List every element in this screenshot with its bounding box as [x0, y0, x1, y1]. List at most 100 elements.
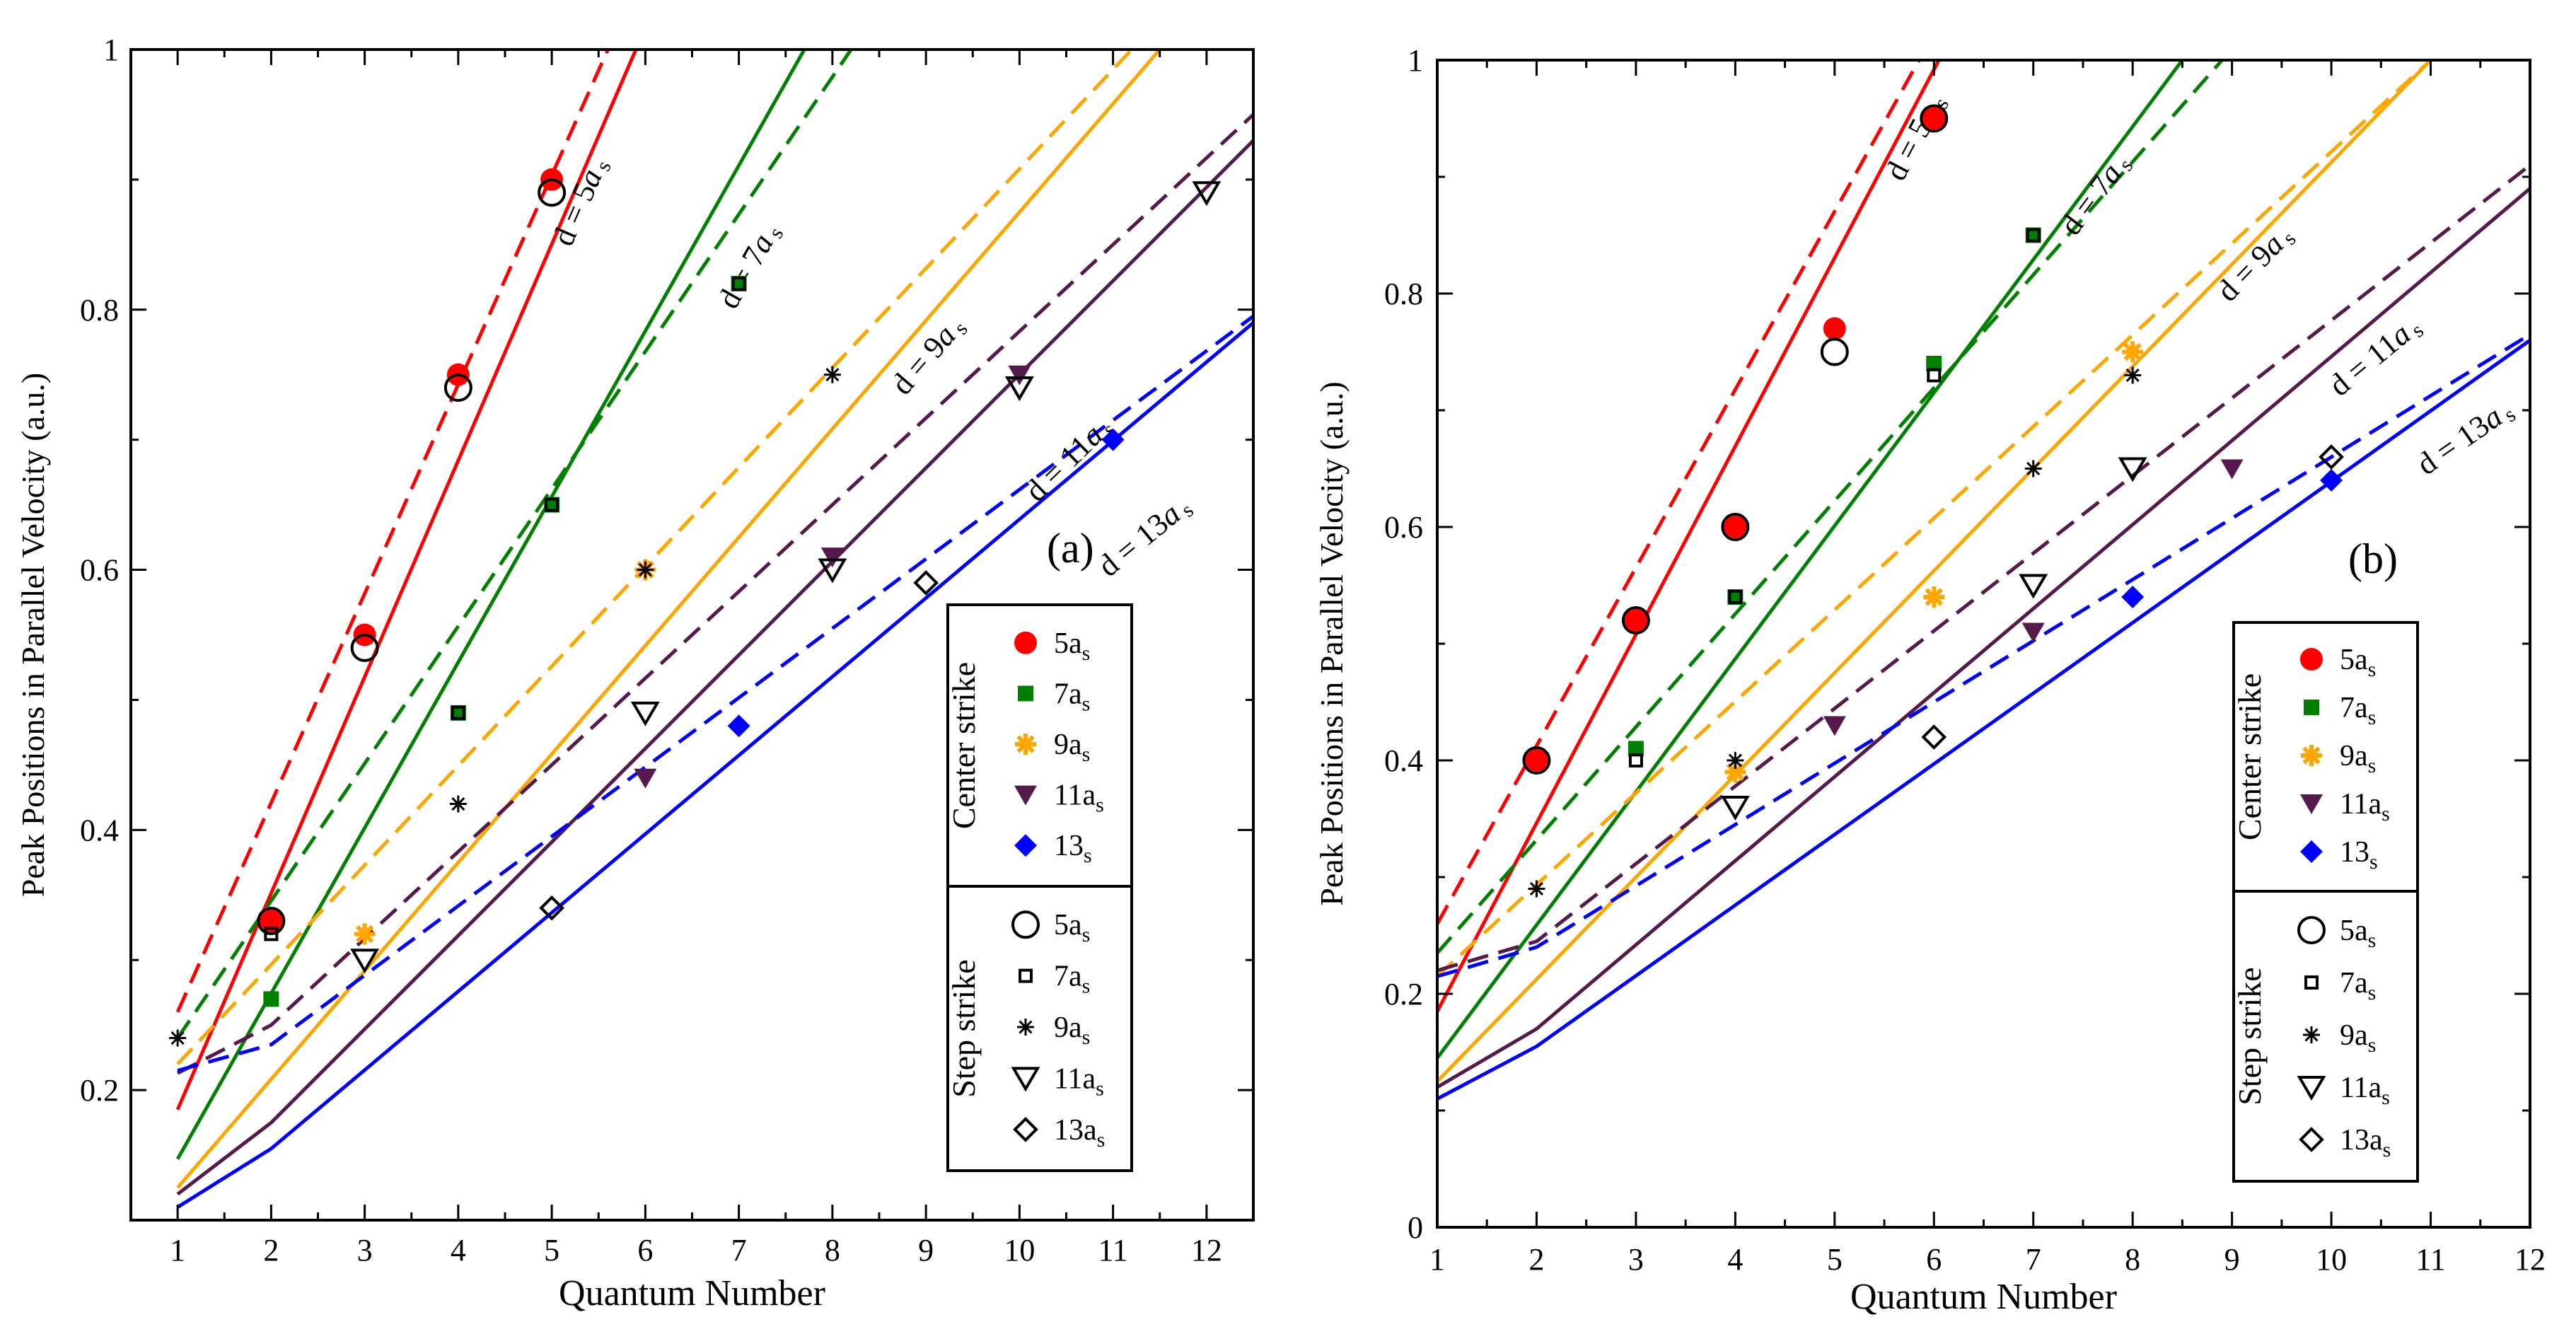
step-strike-markers — [169, 178, 1222, 1047]
center-marker-11a_s-0 — [1823, 716, 1846, 736]
dashed-line-2 — [176, 50, 1133, 1066]
legend-label-base: 9a — [1054, 1012, 1082, 1044]
x-tick-label-10: 10 — [2316, 1242, 2347, 1277]
dashed-line-4 — [177, 314, 1253, 1072]
legend-step-label-2: 9as — [2340, 1019, 2376, 1057]
legend-label-sub: s — [2368, 981, 2377, 1004]
x-tick-label-1: 1 — [170, 1233, 185, 1268]
center-strike-markers — [260, 168, 1125, 1007]
legend-label-sub: s — [2383, 1138, 2391, 1161]
y-tick-label-0.4: 0.4 — [80, 813, 119, 847]
step-marker-9a_s-0-stroke — [170, 1031, 185, 1045]
step-marker-7a_s-3 — [731, 277, 746, 291]
x-tick-label-7: 7 — [731, 1233, 747, 1268]
step-marker-5a_s-4 — [1920, 104, 1949, 133]
x-tick-label-11: 11 — [2415, 1242, 2445, 1277]
legend-center-marker-2 — [2301, 745, 2322, 766]
step-marker-11a_s-0 — [350, 949, 380, 974]
legend-center-marker-3 — [1014, 785, 1037, 806]
dashed-line-3 — [176, 113, 1253, 1075]
legend-step-label-0: 5as — [2340, 915, 2376, 952]
center-marker-7a_s-2 — [544, 497, 560, 513]
step-marker-11a_s-4 — [1192, 181, 1222, 207]
solid-line-1 — [1437, 60, 2184, 1060]
step-marker-11a_s-0 — [1720, 796, 1750, 821]
line-label-5: d = 5as — [1878, 88, 1954, 187]
legend-label-base: 13a — [2340, 1124, 2383, 1157]
center-marker-7a_s-1 — [450, 705, 466, 721]
center-marker-5a_s-1 — [1624, 609, 1647, 632]
legend-step-marker-2-stroke — [2304, 1028, 2319, 1042]
solid-line-4 — [1437, 338, 2530, 1101]
center-marker-5a_s-0 — [260, 910, 283, 933]
y-tick-label-0.4: 0.4 — [1384, 743, 1423, 778]
step-marker-9a_s-1-stroke — [1728, 753, 1742, 767]
legend-step-marker-1 — [2304, 975, 2319, 990]
legend-center-marker-2-stroke — [1016, 735, 1035, 753]
legend-label-base: 5a — [1054, 627, 1082, 660]
x-tick-label-12: 12 — [2514, 1242, 2546, 1277]
solid-line-2 — [176, 50, 1161, 1189]
legend-step-label-4: 13as — [1054, 1114, 1105, 1152]
y-tick-label-1: 1 — [103, 33, 119, 67]
x-axis-label: Quantum Number — [1850, 1277, 2117, 1317]
legend-label-base: 11a — [2340, 1072, 2381, 1104]
legend-label-sub: s — [2381, 802, 2390, 825]
y-axis-label: Peak Positions in Parallel Velocity (a.u… — [15, 373, 51, 897]
step-marker-11a_s-3 — [1004, 376, 1034, 402]
legend-step-marker-2 — [2303, 1026, 2320, 1043]
legend-step-marker-2 — [1017, 1019, 1034, 1036]
y-axis-label: Peak Positions in Parallel Velocity (a.u… — [1313, 381, 1350, 905]
legend-label-base: 11a — [1054, 1062, 1096, 1095]
legend-label-base: 7a — [2340, 692, 2368, 724]
center-marker-5a_s-4 — [1922, 107, 1946, 130]
legend-step-marker-3 — [1011, 1067, 1040, 1092]
legend-label-sub: s — [2368, 658, 2377, 681]
legend-center-label-1: 7as — [2340, 692, 2376, 729]
legend-center-label-2: 9as — [2340, 740, 2376, 777]
legend-step-marker-4 — [1013, 1116, 1038, 1142]
legend-label-sub: s — [2381, 1086, 2390, 1109]
legend-center-marker-0 — [2300, 648, 2323, 671]
step-marker-9a_s-2-stroke — [2026, 461, 2041, 476]
line-label-9: d = 9as — [2210, 218, 2300, 310]
legend-label-sub: s — [1082, 642, 1091, 665]
step-marker-9a_s-3-stroke — [825, 368, 840, 382]
line-label-11: d = 11as — [2322, 308, 2428, 405]
legend-center-marker-1 — [2304, 700, 2319, 715]
solid-line-0 — [1437, 60, 1941, 1012]
step-marker-9a_s-0 — [1528, 880, 1545, 898]
center-marker-9a_s-0-stroke — [355, 924, 374, 944]
x-tick-label-4: 4 — [451, 1233, 466, 1268]
legend-center-label-0: 5as — [1054, 627, 1090, 665]
step-marker-7a_s-2 — [545, 497, 559, 512]
center-strike-markers — [1525, 107, 2343, 783]
center-marker-7a_s-3 — [731, 276, 747, 291]
step-marker-7a_s-0 — [264, 927, 279, 941]
step-marker-9a_s-3 — [2124, 366, 2142, 384]
line-label-7: d = 7as — [2053, 146, 2138, 243]
legend-label-sub: s — [1082, 923, 1091, 946]
step-marker-5a_s-1 — [1621, 606, 1650, 634]
step-marker-9a_s-3-stroke — [2125, 368, 2140, 383]
x-axis-label: Quantum Number — [559, 1273, 825, 1314]
legend-step-marker-4 — [2299, 1127, 2324, 1152]
center-marker-11a_s-2 — [1008, 365, 1031, 386]
step-marker-9a_s-0 — [169, 1029, 187, 1047]
legend-label-sub: s — [1096, 794, 1104, 817]
dashed-line-1 — [1437, 60, 2224, 954]
center-marker-9a_s-1 — [1923, 586, 1945, 608]
legend-label-sub: s — [1082, 743, 1091, 766]
step-marker-5a_s-0 — [1522, 746, 1551, 775]
step-marker-11a_s-1 — [630, 701, 660, 726]
legend-label-base: 7a — [1054, 678, 1082, 710]
y-tick-label-1: 1 — [1408, 43, 1423, 78]
step-marker-9a_s-1 — [449, 795, 467, 813]
step-marker-7a_s-0 — [1628, 753, 1643, 767]
legend-label-base: 7a — [1054, 961, 1082, 993]
y-tick-label-0.6: 0.6 — [80, 553, 119, 588]
